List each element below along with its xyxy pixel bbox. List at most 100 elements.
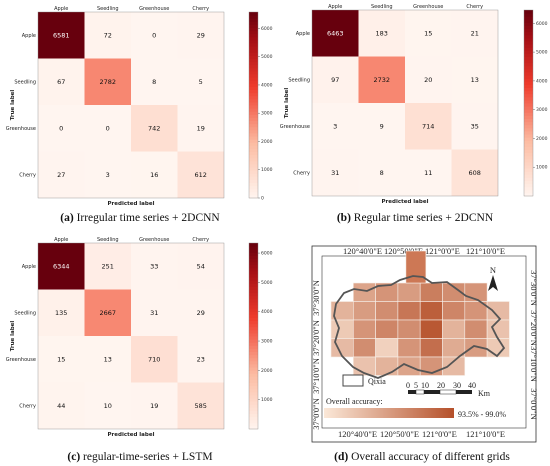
cell-value-label: 2782 [99, 78, 116, 86]
colorbar-segment [249, 410, 258, 414]
colorbar-tick-label: 5000 [261, 54, 273, 60]
colorbar-segment [249, 295, 258, 300]
colorbar-segment [249, 422, 258, 427]
colorbar-segment [249, 280, 258, 284]
grid-cell [330, 319, 354, 339]
bottom-lon-label: 120°40'0"E [338, 429, 377, 439]
colorbar-segment [524, 168, 533, 172]
colorbar-segment [249, 49, 258, 53]
colorbar-segment [249, 314, 258, 318]
colorbar-segment [249, 83, 258, 87]
colorbar-segment [249, 136, 258, 140]
scale-label: 40 [468, 381, 476, 390]
matrix-cell [38, 382, 85, 429]
matrix-cell [38, 58, 85, 105]
colorbar-tick-label: 6000 [261, 251, 273, 257]
colorbar-tick-label: 3000 [261, 111, 273, 117]
grid-cell [397, 301, 421, 321]
colorbar-tick-label: 2000 [261, 368, 273, 374]
colorbar-frame [523, 9, 534, 197]
matrix-cell [131, 243, 178, 290]
matrix-cell [451, 103, 498, 150]
colorbar-segment [249, 246, 258, 250]
colorbar-tick-label: 4000 [536, 78, 548, 84]
colorbar-segment [249, 52, 258, 56]
colorbar-segment [524, 10, 533, 14]
colorbar-segment [249, 194, 258, 199]
cell-value-label: 183 [376, 30, 388, 38]
matrix-cell [177, 105, 224, 152]
matrix-cell [177, 382, 224, 429]
matrix-cell [84, 382, 131, 429]
colorbar-segment [524, 174, 533, 178]
colorbar-segment [249, 394, 258, 399]
colorbar-segment [249, 163, 258, 168]
colorbar-tick-label: 1000 [261, 397, 273, 403]
colorbar-segment [524, 192, 533, 197]
grid-cell [397, 338, 421, 358]
colorbar-segment [524, 177, 533, 181]
colorbar-segment [249, 61, 258, 66]
matrix-cell [131, 105, 178, 152]
matrix-cell [312, 149, 359, 196]
colorbar-segment [249, 77, 258, 81]
x-tick-label: Cherry [466, 4, 483, 10]
y-tick-label: Greenhouse [6, 126, 36, 132]
cell-value-label: 27 [57, 171, 65, 179]
colorbar-segment [524, 65, 533, 70]
colorbar-segment [249, 105, 258, 109]
colorbar-segment [249, 142, 258, 146]
colorbar-segment [249, 336, 258, 340]
matrix-cell [38, 243, 85, 290]
cell-value-label: 714 [422, 123, 434, 131]
y-tick-label: Seedling [288, 77, 310, 83]
colorbar-segment [524, 127, 533, 132]
grid-cell [419, 301, 443, 321]
top-lon-label: 120°50'0"E [384, 246, 423, 256]
colorbar-segment [249, 351, 258, 356]
colorbar-segment [524, 112, 533, 116]
x-tick-label: Seedling [97, 6, 119, 12]
colorbar-segment [249, 151, 258, 156]
colorbar-segment [249, 407, 258, 411]
colorbar-segment [249, 388, 258, 393]
matrix-frame [311, 9, 499, 197]
colorbar-segment [249, 126, 258, 131]
colorbar-segment [524, 87, 533, 92]
y-tick-label: Cherry [293, 170, 310, 176]
y-tick-label: Greenhouse [6, 357, 36, 363]
x-tick-label: Cherry [192, 237, 209, 243]
colorbar-segment [524, 152, 533, 157]
cell-value-label: 13 [104, 356, 112, 364]
colorbar-segment [249, 385, 258, 390]
caption-a: (a) Irregular time series + 2DCNN [60, 212, 220, 224]
accuracy-label: Overall accuracy: [326, 397, 383, 406]
colorbar-segment [249, 360, 258, 365]
colorbar-segment [249, 43, 258, 47]
left-lat-label: 37°0'0"N [311, 398, 321, 430]
scale-bar: 0 5 10 20 30 40 Km [406, 381, 491, 398]
colorbar-tick-label: 2000 [261, 139, 273, 145]
colorbar-segment [524, 109, 533, 113]
matrix-frame [37, 11, 225, 199]
matrix-cell [177, 58, 224, 105]
colorbar-segment [249, 401, 258, 405]
colorbar-segment [249, 308, 258, 312]
matrix-cell [358, 103, 405, 150]
cell-value-label: 251 [102, 263, 114, 271]
grid-cell [352, 282, 376, 302]
cell-value-label: 2732 [373, 76, 390, 84]
colorbar-segment [524, 171, 533, 175]
cell-value-label: 6463 [327, 30, 344, 38]
colorbar-segment [249, 283, 258, 287]
matrix-cell [84, 12, 131, 59]
cell-value-label: 585 [195, 402, 207, 410]
colorbar-segment [249, 191, 258, 196]
colorbar-segment [524, 158, 533, 163]
colorbar-segment [524, 41, 533, 45]
cell-value-label: 5 [199, 78, 203, 86]
grid-cell [442, 319, 466, 339]
colorbar-segment [249, 55, 258, 59]
x-tick-label: Apple [328, 4, 342, 10]
scale-label: 0 [406, 381, 410, 390]
